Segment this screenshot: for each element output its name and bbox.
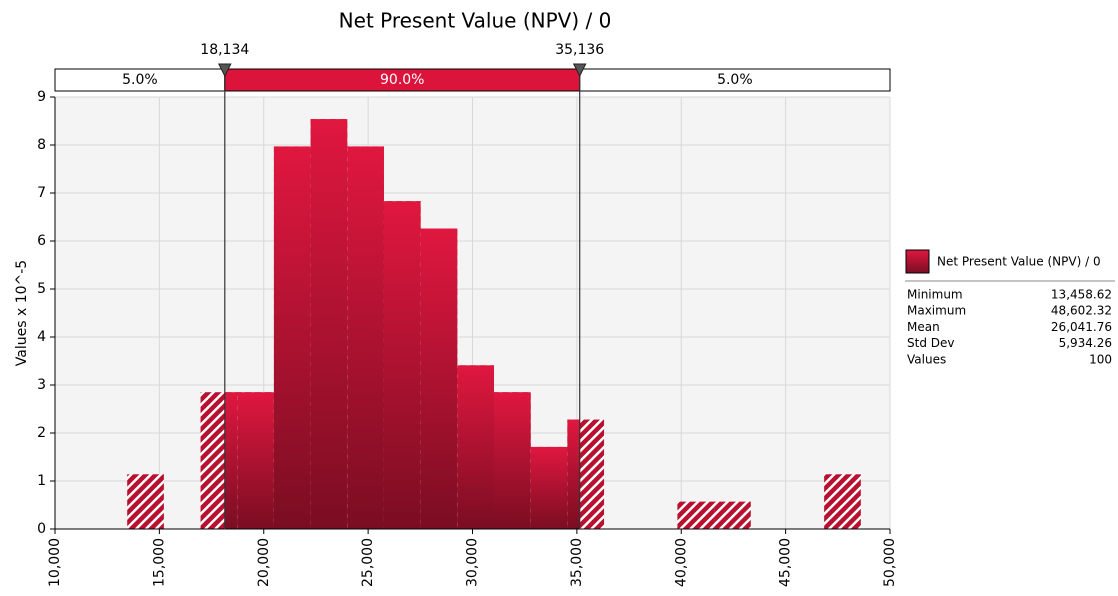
delimiter-handle bbox=[217, 63, 232, 78]
x-tick-label: 50,000 bbox=[882, 538, 898, 587]
y-tick-label: 3 bbox=[37, 377, 46, 393]
y-tick-label: 5 bbox=[37, 281, 46, 297]
bar-fill bbox=[273, 146, 311, 529]
stat-name: Mean bbox=[907, 320, 940, 334]
bar-fill bbox=[567, 419, 580, 529]
y-tick-label: 8 bbox=[37, 137, 46, 153]
stat-name: Values bbox=[907, 352, 946, 366]
stat-value: 13,458.62 bbox=[1051, 288, 1112, 302]
x-tick-label: 40,000 bbox=[673, 538, 689, 587]
delimiter-label: 18,134 bbox=[200, 42, 249, 58]
bar-fill bbox=[224, 392, 238, 529]
y-tick-label: 9 bbox=[37, 89, 46, 105]
x-tick-label: 30,000 bbox=[465, 538, 481, 587]
x-tick-label: 10,000 bbox=[47, 538, 63, 587]
delimiter-handle bbox=[572, 63, 587, 78]
y-tick-label: 0 bbox=[37, 521, 46, 537]
region-label: 90.0% bbox=[380, 72, 424, 88]
bar-fill bbox=[237, 392, 274, 529]
bar-fill bbox=[310, 119, 348, 529]
region-label: 5.0% bbox=[717, 72, 753, 88]
chart-title: Net Present Value (NPV) / 0 bbox=[339, 9, 612, 33]
bar-fill bbox=[457, 365, 495, 529]
bar bbox=[127, 474, 164, 529]
bar-fill bbox=[530, 446, 568, 529]
legend-swatch bbox=[905, 249, 930, 274]
stat-value: 5,934.26 bbox=[1059, 336, 1112, 350]
x-tick-label: 35,000 bbox=[569, 538, 585, 587]
stat-value: 100 bbox=[1089, 352, 1112, 366]
bar bbox=[824, 474, 861, 529]
x-tick-label: 20,000 bbox=[256, 538, 272, 587]
y-axis-label: Values x 10^-5 bbox=[14, 260, 30, 366]
stat-value: 26,041.76 bbox=[1051, 320, 1112, 334]
y-tick-label: 2 bbox=[37, 425, 46, 441]
delimiter-label: 35,136 bbox=[555, 42, 604, 58]
stat-name: Std Dev bbox=[907, 336, 954, 350]
legend-label: Net Present Value (NPV) / 0 bbox=[937, 255, 1101, 269]
region-label: 5.0% bbox=[122, 72, 158, 88]
bar bbox=[677, 501, 715, 529]
x-tick-label: 15,000 bbox=[151, 538, 167, 587]
y-tick-label: 1 bbox=[37, 473, 46, 489]
stat-value: 48,602.32 bbox=[1051, 304, 1112, 318]
y-tick-label: 6 bbox=[37, 233, 46, 249]
bar-fill bbox=[383, 201, 421, 529]
x-tick-label: 25,000 bbox=[360, 538, 376, 587]
bar-fill bbox=[420, 228, 458, 529]
stat-name: Maximum bbox=[907, 304, 966, 318]
bar-fill bbox=[494, 392, 531, 529]
bar bbox=[714, 501, 751, 529]
stat-name: Minimum bbox=[907, 288, 963, 302]
y-tick-label: 4 bbox=[37, 329, 46, 345]
y-tick-label: 7 bbox=[37, 185, 46, 201]
bar-fill bbox=[347, 146, 384, 529]
x-tick-label: 45,000 bbox=[778, 538, 794, 587]
